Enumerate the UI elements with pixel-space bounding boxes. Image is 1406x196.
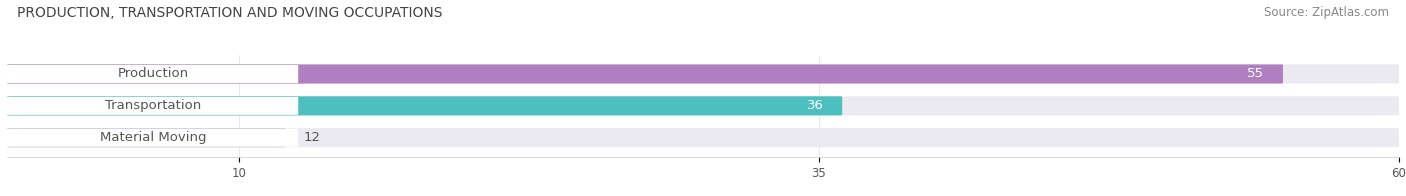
Text: 36: 36	[807, 99, 824, 112]
Text: PRODUCTION, TRANSPORTATION AND MOVING OCCUPATIONS: PRODUCTION, TRANSPORTATION AND MOVING OC…	[17, 6, 443, 20]
FancyBboxPatch shape	[7, 64, 1284, 83]
Text: Material Moving: Material Moving	[100, 131, 207, 144]
FancyBboxPatch shape	[7, 96, 842, 115]
FancyBboxPatch shape	[7, 97, 298, 115]
FancyBboxPatch shape	[7, 64, 1399, 83]
Text: Source: ZipAtlas.com: Source: ZipAtlas.com	[1264, 6, 1389, 19]
FancyBboxPatch shape	[7, 65, 298, 83]
Text: 12: 12	[304, 131, 321, 144]
Text: Production: Production	[117, 67, 188, 81]
FancyBboxPatch shape	[7, 128, 285, 147]
FancyBboxPatch shape	[7, 96, 1399, 115]
Text: Transportation: Transportation	[105, 99, 201, 112]
FancyBboxPatch shape	[7, 129, 298, 147]
Text: 55: 55	[1247, 67, 1264, 81]
FancyBboxPatch shape	[7, 128, 1399, 147]
